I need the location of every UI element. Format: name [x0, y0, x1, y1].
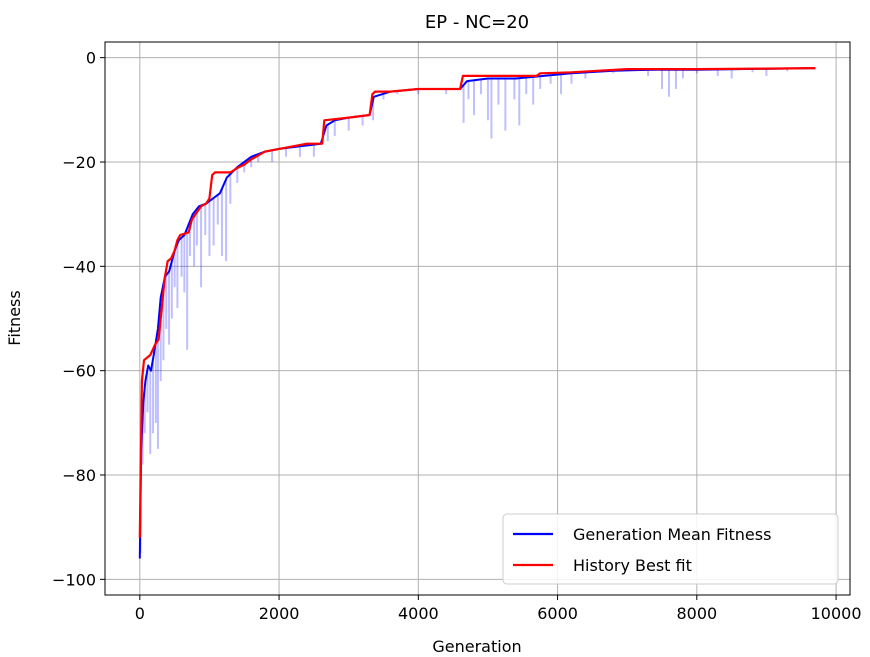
legend-label-generation-mean-fitness: Generation Mean Fitness [573, 525, 771, 544]
series-layer [138, 67, 816, 559]
y-tick-label: −40 [62, 257, 96, 276]
legend-label-history-best-fit: History Best fit [573, 556, 692, 575]
x-axis-ticks: 0 2000 4000 6000 8000 10000 [135, 595, 862, 623]
x-tick-label: 8000 [676, 604, 717, 623]
chart-title: EP - NC=20 [425, 12, 529, 33]
x-axis-label: Generation [432, 637, 521, 656]
y-axis-ticks: 0 −20 −40 −60 −80 −100 [52, 49, 105, 589]
legend-box [502, 513, 839, 585]
y-tick-label: 0 [86, 49, 96, 68]
y-tick-label: −80 [62, 466, 96, 485]
plot-area [105, 42, 850, 595]
series-line-history-best-fit [138, 67, 816, 538]
x-tick-label: 6000 [537, 604, 578, 623]
y-tick-label: −60 [62, 362, 96, 381]
grid [105, 42, 850, 595]
x-tick-label: 10000 [811, 604, 862, 623]
plot-frame [104, 41, 851, 596]
y-tick-label: −20 [62, 153, 96, 172]
y-axis-label: Fitness [5, 290, 24, 345]
x-tick-label: 0 [135, 604, 145, 623]
legend: Generation Mean Fitness History Best fit [502, 513, 839, 585]
x-tick-label: 2000 [259, 604, 300, 623]
y-tick-label: −100 [52, 570, 96, 589]
series-line-generation-mean-fitness [138, 67, 816, 559]
x-tick-label: 4000 [398, 604, 439, 623]
